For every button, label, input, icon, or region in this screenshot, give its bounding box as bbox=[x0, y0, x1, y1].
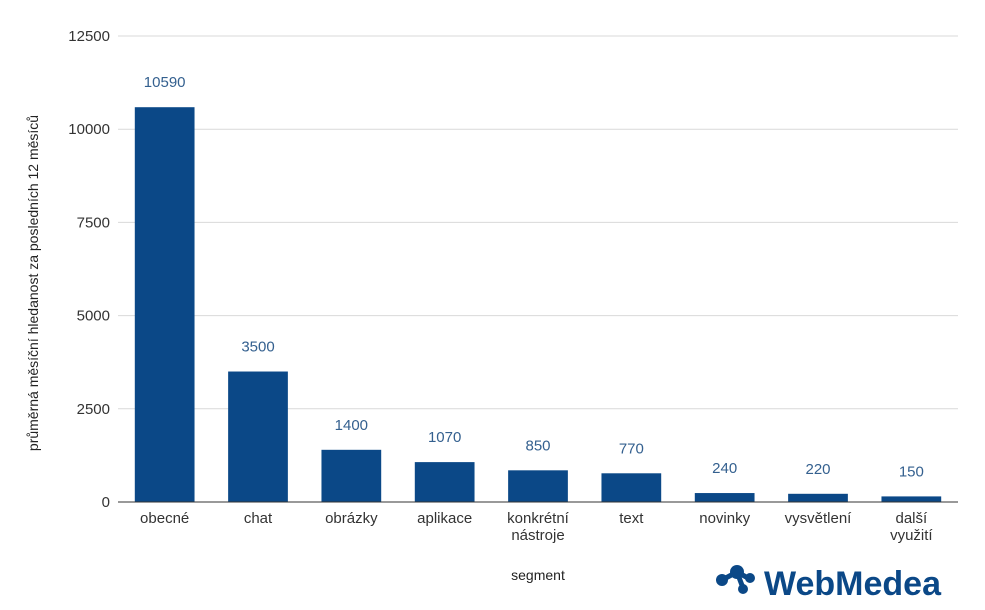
x-tick-label: aplikace bbox=[417, 510, 472, 527]
logo-wordmark: WebMedea bbox=[764, 565, 942, 603]
x-tick-label: konkrétní bbox=[507, 510, 570, 527]
x-tick-label: text bbox=[619, 510, 644, 527]
y-tick-label: 5000 bbox=[77, 308, 110, 325]
x-axis-ticks: obecné chat obrázky aplikace konkrétnínástro… bbox=[140, 510, 933, 544]
gridlines bbox=[118, 35, 958, 410]
bar-value-label: 150 bbox=[899, 463, 924, 480]
molecule-icon bbox=[716, 565, 755, 594]
x-tick-label: vysvětlení bbox=[785, 510, 853, 527]
y-tick-label: 12500 bbox=[68, 28, 110, 45]
bar bbox=[321, 449, 382, 502]
x-tick-label: další bbox=[895, 510, 928, 527]
y-axis-title: průměrná měsíční hledanost za posledních… bbox=[25, 115, 41, 451]
bar-value-label: 1400 bbox=[335, 417, 368, 434]
bar-value-label: 850 bbox=[525, 437, 550, 454]
y-tick-label: 7500 bbox=[77, 214, 110, 231]
webmedea-logo: WebMedea bbox=[716, 565, 942, 603]
x-tick-label: využití bbox=[890, 527, 933, 544]
bar-value-label: 1070 bbox=[428, 429, 461, 446]
x-tick-label: nástroje bbox=[511, 527, 564, 544]
bar bbox=[134, 107, 195, 502]
bar bbox=[694, 493, 755, 502]
x-tick-label: chat bbox=[244, 510, 273, 527]
bar bbox=[881, 496, 942, 502]
bar-value-label: 240 bbox=[712, 460, 737, 477]
y-tick-label: 2500 bbox=[77, 401, 110, 418]
y-tick-label: 10000 bbox=[68, 121, 110, 138]
data-labels: 10590 3500 1400 1070 850 770 240 220 150 bbox=[144, 74, 924, 480]
bar bbox=[601, 473, 662, 502]
bar bbox=[228, 371, 288, 502]
x-axis-title: segment bbox=[511, 567, 565, 583]
bar-value-label: 770 bbox=[619, 440, 644, 457]
bar bbox=[788, 493, 848, 502]
bar-value-label: 10590 bbox=[144, 74, 186, 91]
y-tick-label: 0 bbox=[102, 494, 110, 511]
x-tick-label: obrázky bbox=[325, 510, 378, 527]
bar-value-label: 3500 bbox=[241, 339, 274, 356]
bar bbox=[508, 470, 568, 502]
y-axis-ticks: 0 2500 5000 7500 10000 12500 bbox=[68, 28, 110, 511]
bar bbox=[414, 462, 475, 502]
x-tick-label: obecné bbox=[140, 510, 189, 527]
bar-value-label: 220 bbox=[805, 461, 830, 478]
bars bbox=[134, 107, 942, 502]
x-tick-label: novinky bbox=[699, 510, 750, 527]
